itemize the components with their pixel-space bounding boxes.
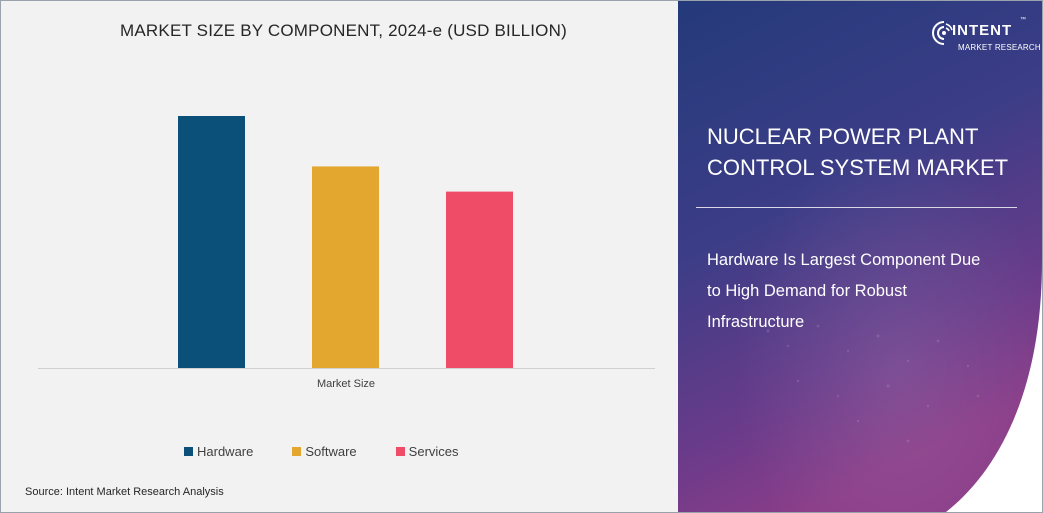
legend-swatch-hardware	[184, 447, 193, 456]
x-tick-label: Market Size	[317, 378, 375, 390]
brand-name: INTENT	[952, 22, 1013, 39]
legend-label-hardware: Hardware	[197, 444, 254, 459]
key-insight-line-3: Infrastructure	[707, 313, 805, 331]
key-insight-line-1: Hardware Is Largest Component Due	[707, 251, 981, 269]
key-insight-line-2: to High Demand for Robust	[707, 282, 907, 300]
world-map-dots	[766, 324, 980, 443]
source-note: Source: Intent Market Research Analysis	[25, 486, 224, 498]
legend-item-services: Services	[395, 444, 459, 459]
bar-hardware	[178, 116, 245, 368]
chart-legend: Hardware Software Services	[184, 444, 498, 459]
key-insight: Hardware Is Largest Component Due to Hig…	[707, 245, 1027, 338]
signal-icon	[932, 21, 953, 45]
brand-trademark: ™	[1020, 17, 1026, 23]
legend-swatch-software	[292, 447, 302, 456]
chart-title: MARKET SIZE BY COMPONENT, 2024-e (USD BI…	[120, 21, 567, 40]
brand-tagline: MARKET RESEARCH	[958, 43, 1041, 52]
legend-label-services: Services	[408, 444, 459, 459]
brand-logo: INTENT ™ MARKET RESEARCH	[932, 14, 1041, 58]
market-title: NUCLEAR POWER PLANT CONTROL SYSTEM MARKE…	[707, 121, 1027, 183]
bar-software	[312, 166, 379, 368]
legend-item-software: Software	[292, 444, 357, 459]
divider	[696, 207, 1017, 208]
summary-panel: INTENT ™ MARKET RESEARCH NUCLEAR POWER P…	[678, 1, 1042, 512]
bar-chart: Market Size	[38, 116, 655, 390]
legend-item-hardware: Hardware	[184, 444, 253, 459]
legend-label-software: Software	[305, 444, 357, 459]
bar-services	[446, 191, 513, 368]
market-title-line-1: NUCLEAR POWER PLANT	[707, 124, 979, 149]
market-title-line-2: CONTROL SYSTEM MARKET	[707, 155, 1009, 180]
panel-background	[678, 1, 1042, 512]
legend-swatch-services	[395, 447, 405, 456]
chart-panel: MARKET SIZE BY COMPONENT, 2024-e (USD BI…	[1, 1, 678, 512]
